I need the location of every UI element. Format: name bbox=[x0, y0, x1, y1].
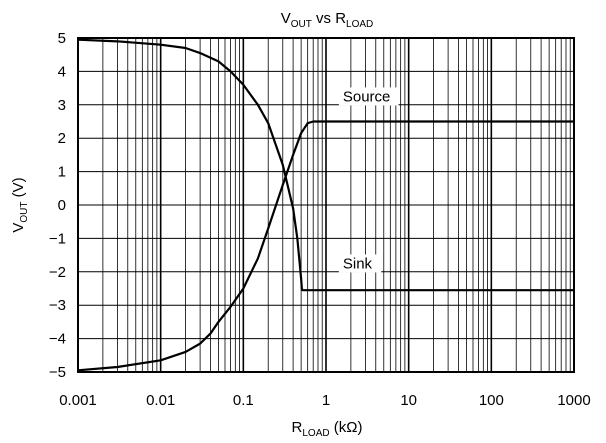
plot-frame bbox=[77, 37, 575, 373]
y-axis-title-base: V bbox=[10, 223, 27, 233]
series-lines bbox=[77, 38, 574, 372]
y-tick-label: 3 bbox=[58, 97, 66, 114]
chart-title-sub: OUT bbox=[291, 19, 312, 30]
y-tick-label: 5 bbox=[58, 30, 66, 47]
x-tick-label: 1000 bbox=[557, 392, 590, 409]
x-tick-label: 100 bbox=[479, 392, 504, 409]
y-tick-label: −5 bbox=[49, 364, 66, 381]
x-tick-labels: 0.001 0.01 0.1 1 10 100 1000 bbox=[59, 392, 590, 409]
annotation-source: Source bbox=[343, 88, 391, 105]
x-tick-label: 10 bbox=[400, 392, 417, 409]
x-axis-title-sub: LOAD bbox=[302, 428, 329, 439]
chart-title-sub2: LOAD bbox=[346, 19, 373, 30]
y-tick-label: −1 bbox=[49, 230, 66, 247]
x-tick-label: 0.001 bbox=[59, 392, 97, 409]
annotation-bg-source bbox=[338, 87, 399, 106]
grid-major bbox=[77, 37, 575, 373]
chart-title-middle: vs R bbox=[312, 10, 346, 27]
y-tick-label: 4 bbox=[58, 63, 66, 80]
y-tick-label: −4 bbox=[49, 331, 66, 348]
annotation-sink: Sink bbox=[343, 255, 373, 272]
y-tick-label: 0 bbox=[58, 197, 66, 214]
chart-title: VOUT vs RLOAD bbox=[281, 10, 374, 30]
x-tick-label: 0.01 bbox=[146, 392, 175, 409]
y-tick-label: −3 bbox=[49, 297, 66, 314]
x-axis-title: RLOAD (kΩ) bbox=[292, 419, 363, 439]
y-axis-title: VOUT (V) bbox=[10, 177, 30, 232]
y-axis-title-sub: OUT bbox=[19, 202, 30, 223]
chart-title-base: V bbox=[281, 10, 291, 27]
x-tick-label: 1 bbox=[322, 392, 330, 409]
x-axis-title-base: R bbox=[292, 419, 303, 436]
y-tick-label: −2 bbox=[49, 264, 66, 281]
series-line-sink bbox=[77, 38, 574, 292]
x-axis-title-rest: (kΩ) bbox=[330, 419, 363, 436]
y-tick-label: 2 bbox=[58, 130, 66, 147]
y-axis-title-rest: (V) bbox=[10, 177, 27, 201]
series-line-source bbox=[77, 120, 574, 372]
y-tick-label: 1 bbox=[58, 164, 66, 181]
x-tick-label: 0.1 bbox=[233, 392, 254, 409]
annotation-bg-sink bbox=[338, 254, 382, 273]
y-tick-labels: 5 4 3 2 1 0 −1 −2 −3 −4 −5 bbox=[49, 30, 66, 381]
annotations: Source Sink bbox=[338, 87, 399, 273]
